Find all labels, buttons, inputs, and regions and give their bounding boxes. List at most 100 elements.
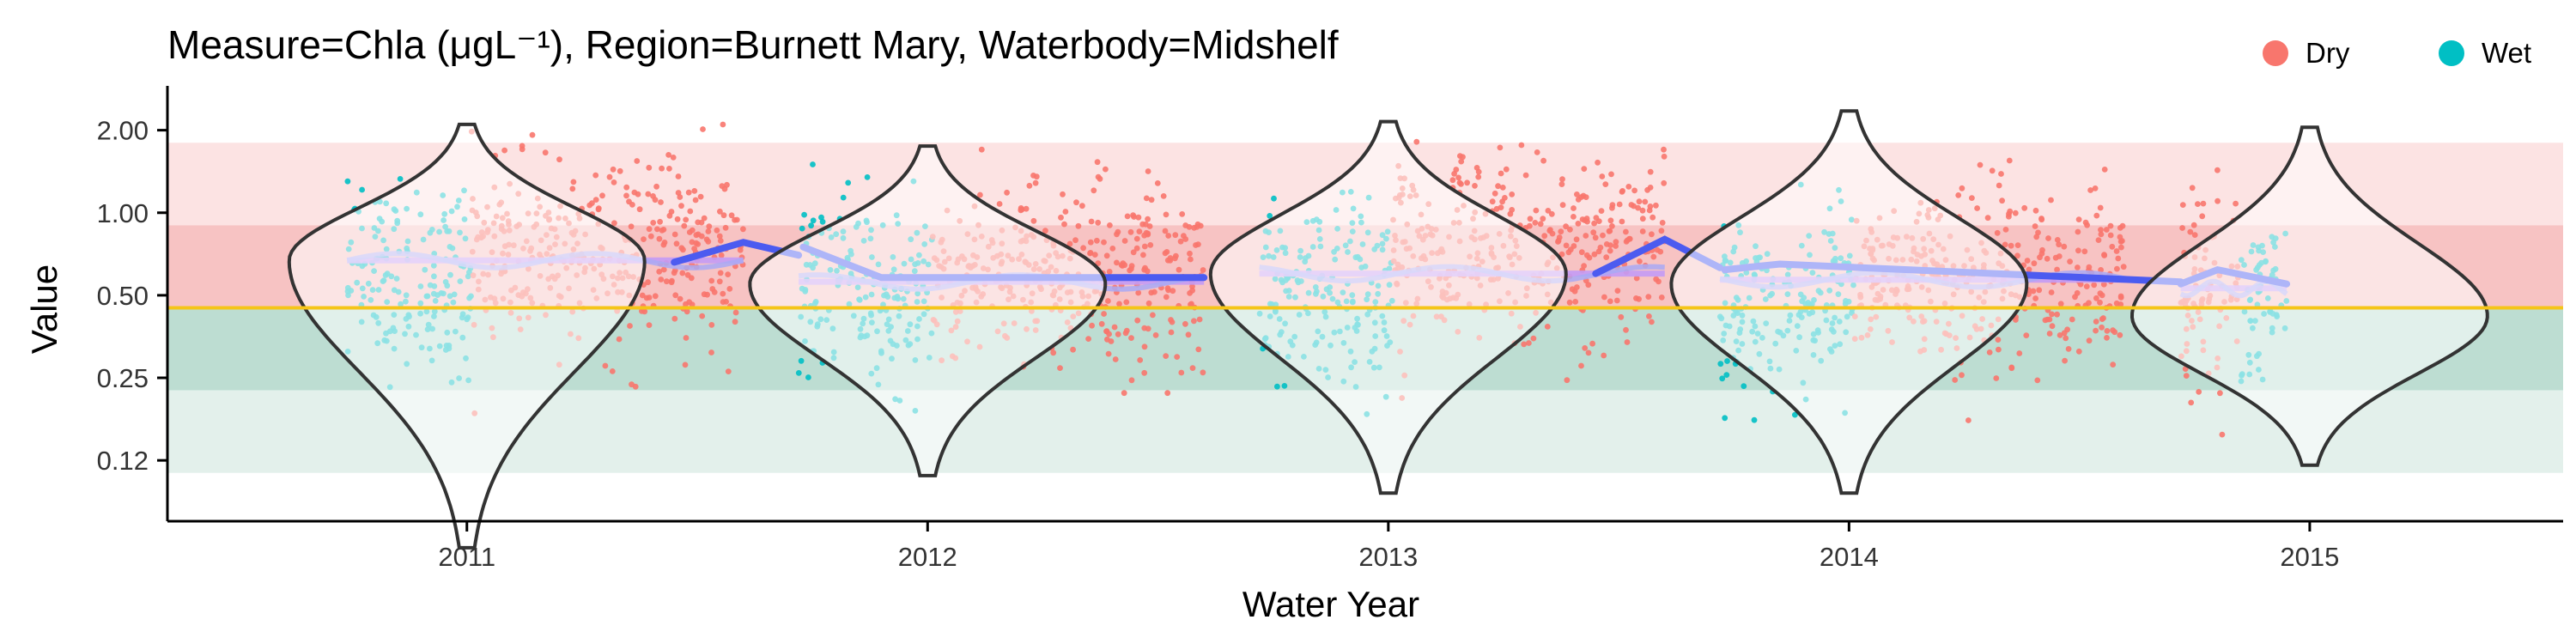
data-point-819 bbox=[1163, 294, 1170, 301]
data-point-2138 bbox=[2062, 357, 2069, 364]
violin-2014 bbox=[1669, 109, 2029, 495]
data-point-270 bbox=[697, 193, 704, 200]
data-point-1269 bbox=[1489, 198, 1496, 205]
data-point-1638 bbox=[1792, 411, 1798, 418]
data-point-257 bbox=[646, 226, 653, 233]
data-point-382 bbox=[726, 286, 733, 292]
data-point-2080 bbox=[2032, 207, 2039, 214]
data-point-1329 bbox=[1607, 228, 1613, 234]
data-point-1876 bbox=[2097, 204, 2104, 211]
data-point-985 bbox=[1136, 228, 1143, 234]
data-point-1078 bbox=[1186, 224, 1193, 230]
data-point-1580 bbox=[1628, 202, 1635, 208]
legend-label-dry: Dry bbox=[2306, 37, 2350, 69]
data-point-1569 bbox=[1571, 243, 1577, 249]
data-point-983 bbox=[1145, 325, 1151, 332]
data-point-1818 bbox=[1984, 215, 1991, 222]
data-point-878 bbox=[1118, 262, 1125, 268]
data-point-950 bbox=[1128, 377, 1135, 384]
data-point-418 bbox=[645, 191, 652, 197]
data-point-461 bbox=[671, 315, 678, 322]
data-point-2105 bbox=[2023, 332, 2030, 338]
data-point-1556 bbox=[1498, 170, 1504, 177]
data-point-2176 bbox=[2199, 213, 2206, 220]
violin-2011 bbox=[287, 122, 647, 550]
data-point-529 bbox=[737, 246, 744, 253]
data-point-2162 bbox=[2117, 238, 2124, 245]
data-point-2147 bbox=[2049, 311, 2055, 318]
data-point-1507 bbox=[1564, 377, 1571, 384]
data-point-1274 bbox=[1492, 190, 1498, 197]
data-point-818 bbox=[1095, 219, 1102, 226]
data-point-1598 bbox=[1654, 246, 1661, 253]
data-point-1501 bbox=[1544, 324, 1551, 330]
data-point-2015 bbox=[2111, 329, 2118, 336]
data-point-312 bbox=[728, 212, 735, 219]
data-point-359 bbox=[725, 271, 732, 277]
data-point-795 bbox=[1196, 316, 1203, 323]
data-point-458 bbox=[659, 227, 665, 234]
x-tick-label-2013: 2013 bbox=[1358, 542, 1418, 572]
data-point-1542 bbox=[1581, 166, 1588, 173]
data-point-2096 bbox=[2037, 254, 2043, 261]
data-point-339 bbox=[606, 173, 613, 180]
data-point-841 bbox=[1150, 312, 1156, 319]
data-point-1073 bbox=[1167, 257, 1174, 264]
data-point-1651 bbox=[1717, 361, 1724, 368]
data-point-1011 bbox=[1135, 214, 1142, 221]
data-point-280 bbox=[722, 224, 729, 231]
data-point-1315 bbox=[1455, 174, 1461, 181]
data-point-2135 bbox=[2086, 300, 2092, 307]
data-point-507 bbox=[556, 156, 562, 163]
data-point-1016 bbox=[1075, 222, 1082, 229]
data-point-1957 bbox=[2119, 222, 2126, 229]
data-point-955 bbox=[1042, 228, 1048, 234]
data-point-419 bbox=[725, 368, 732, 374]
data-point-899 bbox=[1004, 189, 1010, 196]
data-point-183 bbox=[714, 227, 720, 234]
data-point-1287 bbox=[1563, 223, 1569, 230]
data-point-727 bbox=[1188, 256, 1194, 263]
data-point-503 bbox=[650, 220, 657, 226]
data-point-863 bbox=[1128, 263, 1135, 270]
legend-swatch-wet bbox=[2439, 40, 2464, 66]
data-point-1577 bbox=[1661, 153, 1668, 160]
data-point-1391 bbox=[1540, 216, 1546, 222]
data-point-294 bbox=[647, 233, 654, 240]
data-point-1065 bbox=[1061, 221, 1067, 228]
data-point-879 bbox=[1121, 390, 1127, 397]
data-point-1465 bbox=[1626, 235, 1633, 242]
data-point-229 bbox=[663, 278, 670, 285]
data-point-184 bbox=[670, 155, 677, 161]
data-point-1654 bbox=[1719, 375, 1726, 382]
data-point-888 bbox=[1085, 336, 1091, 342]
data-point-870 bbox=[1111, 324, 1118, 331]
data-point-1347 bbox=[1518, 142, 1525, 149]
data-point-1903 bbox=[1996, 346, 2002, 353]
data-point-247 bbox=[717, 270, 724, 276]
data-point-768 bbox=[1123, 299, 1130, 306]
data-point-1929 bbox=[1959, 185, 1965, 191]
data-point-2189 bbox=[2179, 225, 2186, 231]
data-point-942 bbox=[1195, 346, 1202, 353]
data-point-519 bbox=[671, 231, 678, 238]
data-point-431 bbox=[720, 212, 727, 219]
data-point-1423 bbox=[1532, 220, 1539, 226]
data-point-1848 bbox=[2002, 227, 2009, 233]
data-point-396 bbox=[686, 299, 693, 306]
data-point-2051 bbox=[2044, 255, 2050, 262]
data-point-1487 bbox=[1540, 157, 1546, 164]
data-point-2090 bbox=[2075, 216, 2082, 222]
data-point-1886 bbox=[2107, 222, 2114, 229]
data-point-1461 bbox=[1521, 341, 1528, 348]
data-point-940 bbox=[1145, 300, 1152, 307]
data-point-1770 bbox=[1723, 372, 1730, 378]
data-point-209 bbox=[717, 238, 724, 244]
data-point-1422 bbox=[1583, 216, 1590, 222]
data-point-358 bbox=[724, 181, 730, 188]
data-point-2150 bbox=[2118, 244, 2124, 251]
data-point-423 bbox=[623, 192, 629, 199]
data-point-2041 bbox=[2032, 223, 2038, 229]
data-point-1851 bbox=[1993, 375, 2000, 381]
data-point-842 bbox=[1066, 240, 1073, 247]
